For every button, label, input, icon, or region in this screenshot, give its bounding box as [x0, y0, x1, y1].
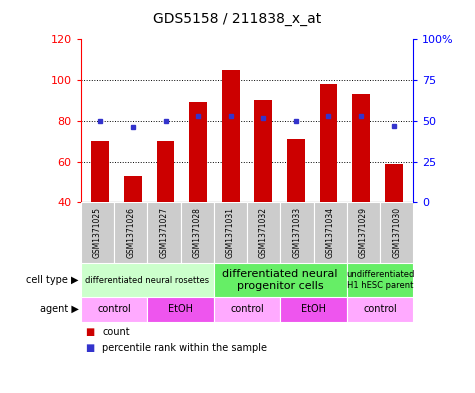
Bar [214, 202, 247, 263]
Bar [147, 297, 214, 322]
Text: differentiated neural
progenitor cells: differentiated neural progenitor cells [222, 269, 338, 291]
Text: control: control [363, 305, 397, 314]
Text: GSM1371028: GSM1371028 [193, 208, 201, 258]
Text: GSM1371034: GSM1371034 [326, 207, 334, 259]
Text: differentiated neural rosettes: differentiated neural rosettes [85, 275, 209, 285]
Text: control: control [230, 305, 264, 314]
Text: GSM1371030: GSM1371030 [392, 207, 401, 259]
Text: ■: ■ [86, 343, 95, 353]
Text: GDS5158 / 211838_x_at: GDS5158 / 211838_x_at [153, 12, 322, 26]
Text: ■: ■ [86, 327, 95, 337]
Bar [347, 297, 413, 322]
Bar [320, 84, 337, 202]
Text: GSM1371027: GSM1371027 [160, 208, 168, 258]
Bar [124, 176, 142, 202]
Bar [254, 101, 272, 202]
Bar [81, 297, 147, 322]
Bar [280, 297, 347, 322]
Bar [222, 70, 240, 202]
Bar [81, 202, 114, 263]
Bar [189, 103, 207, 202]
Text: GSM1371031: GSM1371031 [226, 208, 235, 258]
Text: GSM1371026: GSM1371026 [126, 208, 135, 258]
Text: agent ▶: agent ▶ [39, 305, 78, 314]
Bar [385, 163, 403, 202]
Text: control: control [97, 305, 131, 314]
Bar [380, 202, 413, 263]
Bar [81, 263, 214, 297]
Bar [287, 139, 305, 202]
Text: undifferentiated
H1 hESC parent: undifferentiated H1 hESC parent [346, 270, 414, 290]
Bar [347, 263, 413, 297]
Text: EtOH: EtOH [168, 305, 193, 314]
Bar [280, 202, 314, 263]
Bar [157, 141, 174, 202]
Text: count: count [102, 327, 130, 337]
Bar [91, 141, 109, 202]
Text: GSM1371029: GSM1371029 [359, 208, 368, 258]
Bar [147, 202, 180, 263]
Text: GSM1371033: GSM1371033 [293, 207, 301, 259]
Bar [314, 202, 347, 263]
Text: GSM1371025: GSM1371025 [93, 208, 102, 258]
Bar [214, 297, 280, 322]
Bar [180, 202, 214, 263]
Text: EtOH: EtOH [301, 305, 326, 314]
Text: GSM1371032: GSM1371032 [259, 208, 268, 258]
Bar [347, 202, 380, 263]
Bar [114, 202, 147, 263]
Text: cell type ▶: cell type ▶ [26, 275, 78, 285]
Text: percentile rank within the sample: percentile rank within the sample [102, 343, 267, 353]
Bar [214, 263, 347, 297]
Bar [247, 202, 280, 263]
Bar [352, 94, 370, 202]
